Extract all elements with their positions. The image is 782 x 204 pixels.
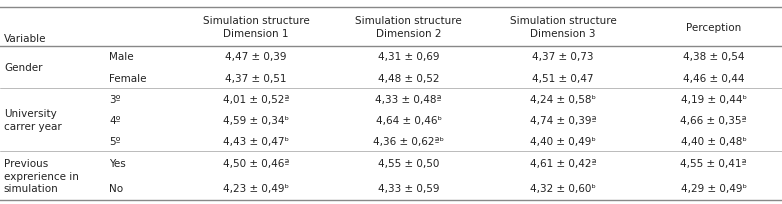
Text: Previous
exprerience in
simulation: Previous exprerience in simulation [4,158,79,193]
Text: 4,31 ± 0,69: 4,31 ± 0,69 [378,52,439,62]
Text: 4,37 ± 0,73: 4,37 ± 0,73 [533,52,594,62]
Text: 4,64 ± 0,46ᵇ: 4,64 ± 0,46ᵇ [375,115,442,125]
Text: No: No [109,183,124,193]
Text: 4,61 ± 0,42ª: 4,61 ± 0,42ª [529,159,597,169]
Text: 3º: 3º [109,94,121,104]
Text: 4,59 ± 0,34ᵇ: 4,59 ± 0,34ᵇ [223,115,289,125]
Text: 4,74 ± 0,39ª: 4,74 ± 0,39ª [529,115,597,125]
Text: University
carrer year: University carrer year [4,109,62,131]
Text: 4,46 ± 0,44: 4,46 ± 0,44 [683,73,744,83]
Text: 4,47 ± 0,39: 4,47 ± 0,39 [225,52,287,62]
Text: 4,66 ± 0,35ª: 4,66 ± 0,35ª [680,115,747,125]
Text: Simulation structure
Dimension 1: Simulation structure Dimension 1 [203,16,310,39]
Text: 4,51 ± 0,47: 4,51 ± 0,47 [533,73,594,83]
Text: 4,33 ± 0,48ª: 4,33 ± 0,48ª [375,94,442,104]
Text: 4,33 ± 0,59: 4,33 ± 0,59 [378,183,439,193]
Text: 4,23 ± 0,49ᵇ: 4,23 ± 0,49ᵇ [223,183,289,193]
Text: 4,38 ± 0,54: 4,38 ± 0,54 [683,52,744,62]
Text: 4,48 ± 0,52: 4,48 ± 0,52 [378,73,439,83]
Text: 4,55 ± 0,50: 4,55 ± 0,50 [378,159,439,169]
Text: 4,32 ± 0,60ᵇ: 4,32 ± 0,60ᵇ [530,183,596,193]
Text: Yes: Yes [109,159,126,169]
Text: 4,43 ± 0,47ᵇ: 4,43 ± 0,47ᵇ [223,136,289,146]
Text: 4,01 ± 0,52ª: 4,01 ± 0,52ª [223,94,289,104]
Text: 4,37 ± 0,51: 4,37 ± 0,51 [225,73,287,83]
Text: 4,29 ± 0,49ᵇ: 4,29 ± 0,49ᵇ [680,183,747,193]
Text: 4,19 ± 0,44ᵇ: 4,19 ± 0,44ᵇ [680,94,747,104]
Text: 4º: 4º [109,115,121,125]
Text: Simulation structure
Dimension 2: Simulation structure Dimension 2 [355,16,462,39]
Text: 4,40 ± 0,49ᵇ: 4,40 ± 0,49ᵇ [530,136,596,146]
Text: 4,24 ± 0,58ᵇ: 4,24 ± 0,58ᵇ [530,94,596,104]
Text: 4,55 ± 0,41ª: 4,55 ± 0,41ª [680,159,747,169]
Text: 4,40 ± 0,48ᵇ: 4,40 ± 0,48ᵇ [680,136,747,146]
Text: Gender: Gender [4,63,42,73]
Text: Female: Female [109,73,147,83]
Text: Variable: Variable [4,34,46,44]
Text: 4,36 ± 0,62ªᵇ: 4,36 ± 0,62ªᵇ [373,136,444,146]
Text: 5º: 5º [109,136,121,146]
Text: Male: Male [109,52,134,62]
Text: Simulation structure
Dimension 3: Simulation structure Dimension 3 [510,16,616,39]
Text: Perception: Perception [686,22,741,32]
Text: 4,50 ± 0,46ª: 4,50 ± 0,46ª [223,159,289,169]
